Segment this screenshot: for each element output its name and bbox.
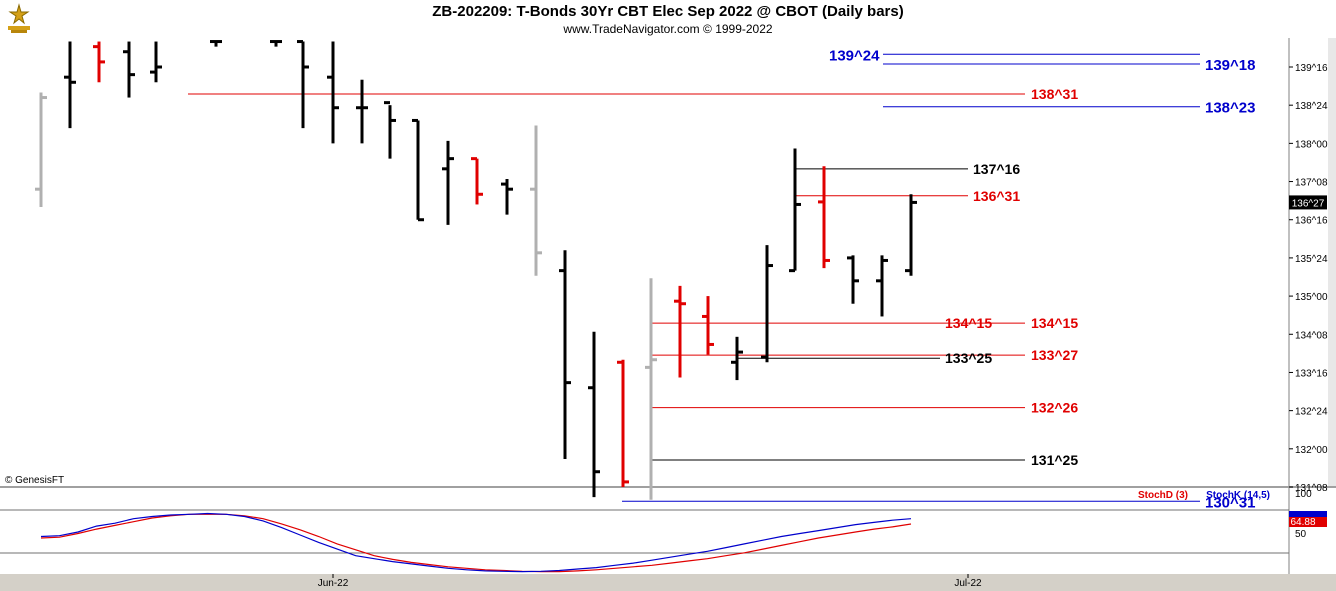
ohlc-bar [297, 40, 309, 129]
level-label: 138^23 [1205, 100, 1255, 117]
ohlc-bar [471, 157, 483, 205]
ohlc-bar [501, 179, 513, 215]
chart-title: ZB-202209: T-Bonds 30Yr CBT Elec Sep 202… [432, 3, 904, 20]
date-tick-label: Jun-22 [318, 578, 349, 589]
stochastic-axis-panel [1289, 488, 1336, 574]
price-tick-label: 138^24 [1295, 101, 1328, 112]
ohlc-bar [442, 140, 454, 225]
chart-header: ZB-202209: T-Bonds 30Yr CBT Elec Sep 202… [0, 0, 1336, 38]
ohlc-bar [93, 41, 105, 83]
stoch-k-badge [1289, 511, 1327, 517]
legend-stochk: StochK (14,5) [1206, 490, 1270, 501]
ohlc-bar [270, 40, 282, 47]
price-tick-label: 139^16 [1295, 63, 1328, 74]
level-label: 133^25 [945, 350, 992, 366]
stochastic-panel [0, 488, 1289, 574]
price-tick-label: 132^00 [1295, 445, 1328, 456]
ohlc-bar [617, 359, 629, 487]
ohlc-bar [412, 118, 424, 222]
stoch-series-line [40, 512, 912, 573]
ohlc-bar [210, 40, 222, 47]
date-tick-label: Jul-22 [954, 578, 982, 589]
level-label: 131^25 [1031, 452, 1078, 468]
ohlc-bar [674, 285, 686, 378]
level-label: 139^18 [1205, 57, 1255, 74]
level-label: 137^16 [973, 161, 1020, 177]
stoch-tick-label: 100 [1295, 489, 1312, 500]
level-label: 134^15 [945, 315, 992, 331]
stoch-d-badge [1289, 517, 1327, 527]
price-tick-label: 135^24 [1295, 254, 1328, 265]
ohlc-bar [588, 331, 600, 498]
level-label: 130^31 [1205, 494, 1255, 511]
price-tick-label: 138^00 [1295, 139, 1328, 150]
ohlc-bar [761, 245, 773, 363]
stoch-last-value: 64.88 [1290, 517, 1315, 528]
ohlc-bar [150, 41, 162, 83]
ohlc-bar [123, 41, 135, 98]
price-panel [0, 38, 1289, 486]
legend-stochd: StochD (3) [1138, 490, 1188, 501]
last-price-label: 136^27 [1292, 198, 1325, 209]
copyright-label: © GenesisFT [5, 475, 64, 486]
ohlc-bar [530, 125, 542, 276]
price-tick-label: 135^00 [1295, 292, 1328, 303]
chart-subtitle: www.TradeNavigator.com © 1999-2022 [563, 22, 773, 36]
ohlc-bar [789, 148, 801, 273]
ohlc-bar [905, 194, 917, 276]
price-tick-label: 131^08 [1295, 483, 1328, 494]
price-tick-label: 134^08 [1295, 330, 1328, 341]
ohlc-bar [731, 336, 743, 381]
date-axis [0, 574, 1336, 591]
price-tick-label: 136^16 [1295, 216, 1328, 227]
ohlc-bar [818, 166, 830, 269]
level-label: 138^31 [1031, 86, 1078, 102]
level-label: 134^15 [1031, 315, 1078, 331]
ohlc-bar [847, 255, 859, 304]
stoch-tick-label: 50 [1295, 529, 1307, 540]
ohlc-bar [645, 278, 657, 500]
ohlc-bar [702, 296, 714, 355]
last-price-badge [1289, 195, 1327, 210]
level-label: 136^31 [973, 188, 1020, 204]
ohlc-bar [384, 101, 396, 159]
price-tick-label: 132^24 [1295, 407, 1328, 418]
ohlc-bar [356, 79, 368, 144]
ohlc-bar [35, 92, 47, 207]
price-tick-label: 133^16 [1295, 368, 1328, 379]
level-label: 133^27 [1031, 347, 1078, 363]
ohlc-bar [327, 41, 339, 144]
ohlc-bar [559, 250, 571, 459]
trade-navigator-logo-icon [2, 2, 36, 36]
level-label: 139^24 [829, 47, 880, 64]
price-tick-label: 137^08 [1295, 178, 1328, 189]
ohlc-bar [64, 41, 76, 129]
ohlc-bar [876, 255, 888, 317]
price-scrollbar[interactable] [1328, 38, 1336, 486]
level-label: 132^26 [1031, 400, 1078, 416]
